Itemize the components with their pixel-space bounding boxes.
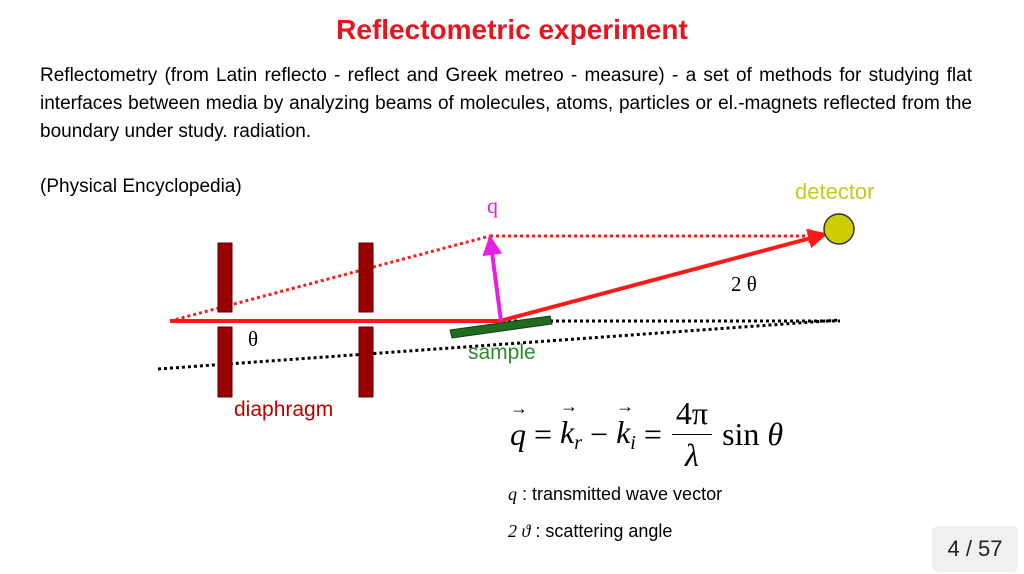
diaphragm-slit-1-top bbox=[217, 242, 233, 313]
formula-theta: θ bbox=[767, 416, 784, 452]
sample-plate bbox=[449, 315, 553, 339]
reflected-beam bbox=[499, 228, 828, 323]
formula-sub-i: i bbox=[630, 432, 636, 454]
diaphragm-slit-1-bottom bbox=[217, 326, 233, 398]
q-vector-arrow bbox=[482, 235, 503, 322]
formula-equals-1: = bbox=[534, 416, 553, 452]
formula-k-i: ki bbox=[616, 396, 636, 455]
formula-equals-2: = bbox=[643, 416, 662, 452]
legend-q-symbol: q bbox=[508, 484, 517, 504]
two-theta-label: 2 θ bbox=[731, 272, 757, 296]
legend-q: q : transmitted wave vector bbox=[508, 484, 722, 505]
detector-icon bbox=[823, 213, 855, 245]
theta-label: θ bbox=[248, 327, 259, 351]
q-label: q bbox=[487, 193, 498, 218]
legend-angle-text: : scattering angle bbox=[530, 521, 673, 541]
formula-k-i-symbol: k bbox=[616, 396, 630, 451]
formula-minus: − bbox=[590, 416, 609, 452]
formula-k-r-symbol: k bbox=[560, 396, 574, 451]
diaphragm-slit-2-top bbox=[358, 242, 374, 313]
formula-q-vector: q bbox=[510, 398, 526, 453]
formula-numerator: 4π bbox=[671, 395, 713, 435]
diaphragm-label: diaphragm bbox=[234, 398, 334, 421]
definition-paragraph: Reflectometry (from Latin reflecto - ref… bbox=[40, 65, 972, 142]
legend-q-text: : transmitted wave vector bbox=[517, 484, 723, 504]
source-citation: (Physical Encyclopedia) bbox=[40, 176, 242, 197]
legend-angle-symbol: 2 ϑ bbox=[508, 521, 531, 541]
page-current: 4 bbox=[947, 536, 960, 561]
formula-sin: sin bbox=[722, 416, 760, 452]
sample-label: sample bbox=[468, 341, 536, 364]
formula-sub-r: r bbox=[574, 432, 583, 454]
legend-angle: 2 ϑ : scattering angle bbox=[508, 521, 672, 542]
formula-fraction: 4π λ bbox=[671, 395, 713, 474]
page-counter: 4 / 57 bbox=[932, 526, 1018, 572]
slide-title: Reflectometric experiment bbox=[336, 14, 688, 45]
formula-denominator: λ bbox=[685, 437, 699, 473]
page-separator: / bbox=[959, 536, 979, 561]
detector-label: detector bbox=[795, 179, 875, 204]
diaphragm-slit-2-bottom bbox=[358, 326, 374, 398]
page-total: 57 bbox=[978, 536, 1003, 561]
scattering-vector-formula: q = kr − ki = 4π λ sin θ bbox=[510, 395, 783, 474]
formula-k-r: kr bbox=[560, 396, 583, 455]
